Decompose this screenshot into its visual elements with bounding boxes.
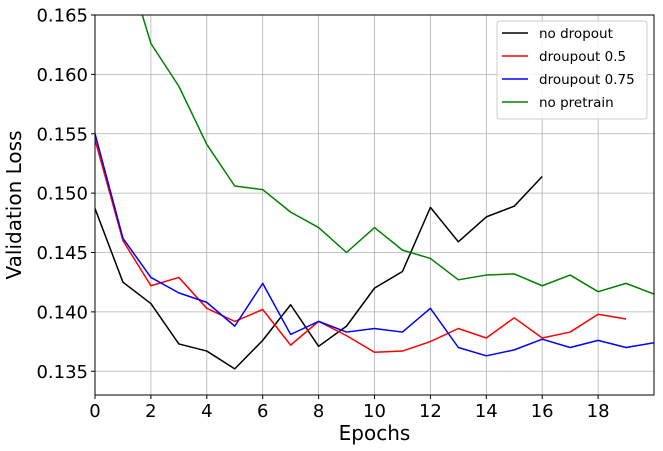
x-tick-label: 2 bbox=[145, 401, 156, 422]
series-line-3 bbox=[95, 133, 654, 357]
x-tick-label: 18 bbox=[587, 401, 610, 422]
legend-items: no dropout droupout 0.5 droupout 0.75 no pr… bbox=[502, 26, 635, 111]
legend-box bbox=[496, 20, 648, 120]
series-lines bbox=[95, 15, 654, 370]
x-tick-label: 6 bbox=[257, 401, 268, 422]
y-axis-ticks: 0.135 0.140 0.145 0.150 0.155 0.160 0.165 bbox=[36, 6, 95, 383]
x-tick-label: 0 bbox=[89, 401, 100, 422]
legend: no dropout droupout 0.5 droupout 0.75 no pr… bbox=[496, 20, 648, 120]
x-tick-label: 4 bbox=[201, 401, 212, 422]
y-tick-label: 0.155 bbox=[36, 124, 88, 145]
series-line-1 bbox=[95, 175, 543, 370]
y-tick-label: 0.165 bbox=[36, 6, 88, 27]
legend-label: droupout 0.5 bbox=[539, 49, 626, 65]
legend-label: droupout 0.75 bbox=[539, 72, 635, 88]
x-tick-label: 12 bbox=[419, 401, 442, 422]
x-axis-label: Epochs bbox=[339, 421, 411, 445]
legend-label: no dropout bbox=[539, 26, 613, 42]
y-tick-label: 0.140 bbox=[36, 302, 88, 323]
y-tick-label: 0.160 bbox=[36, 65, 88, 86]
series-line-2 bbox=[95, 139, 627, 353]
x-tick-label: 14 bbox=[475, 401, 498, 422]
series-line-4 bbox=[141, 15, 654, 295]
x-tick-label: 16 bbox=[531, 401, 554, 422]
x-axis-ticks: 0 2 4 6 8 10 12 14 16 18 bbox=[89, 395, 610, 422]
y-tick-label: 0.135 bbox=[36, 362, 88, 383]
y-tick-label: 0.145 bbox=[36, 243, 88, 264]
y-axis-label: Validation Loss bbox=[2, 131, 26, 280]
x-tick-label: 8 bbox=[313, 401, 324, 422]
y-tick-label: 0.150 bbox=[36, 184, 88, 205]
x-tick-label: 10 bbox=[363, 401, 386, 422]
legend-label: no pretrain bbox=[539, 95, 614, 111]
